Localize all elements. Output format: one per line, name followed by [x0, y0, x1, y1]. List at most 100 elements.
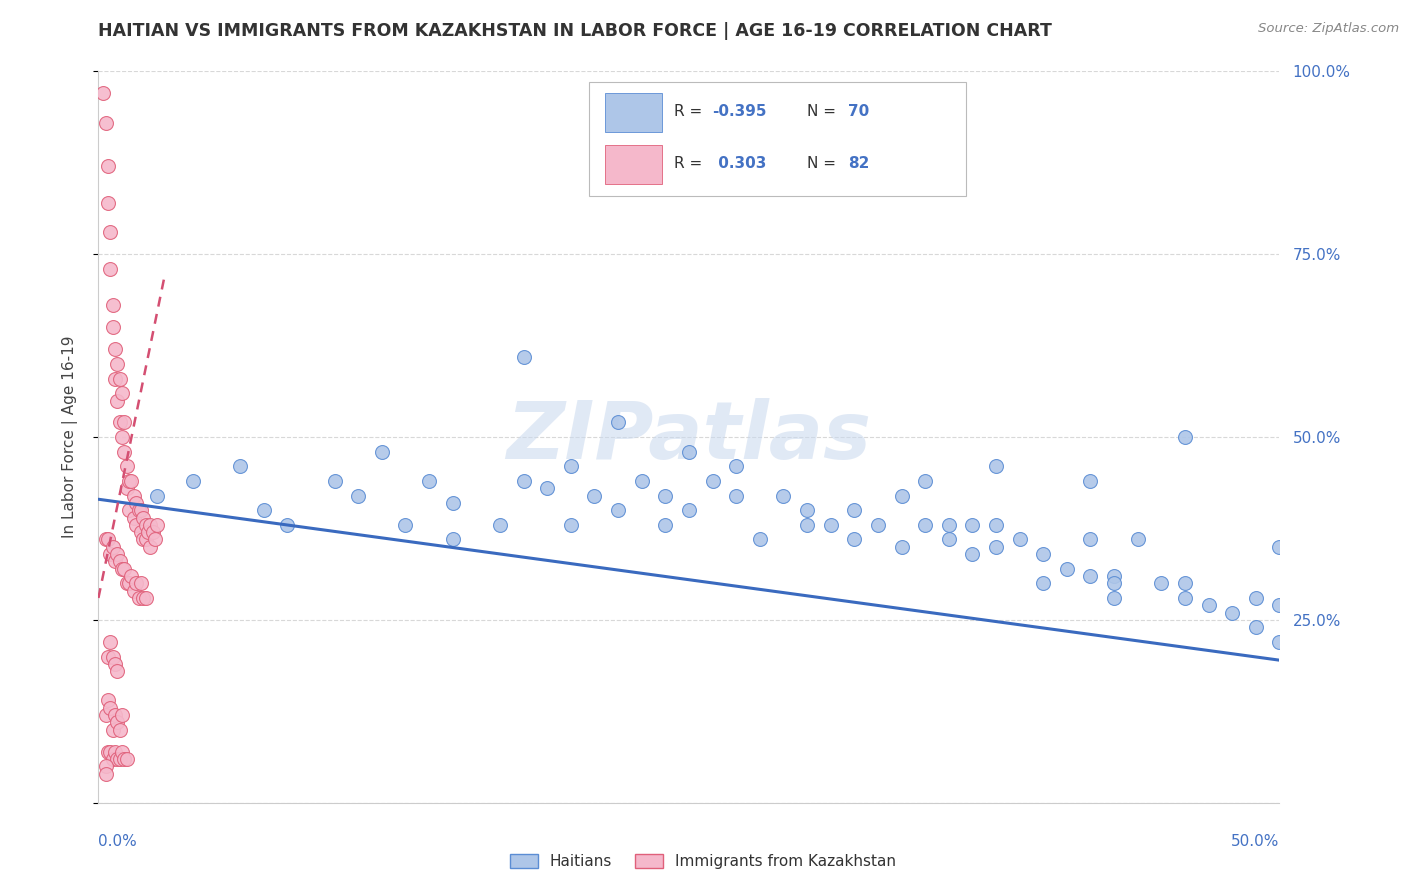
Point: [536, 481, 558, 495]
Point: [128, 591, 150, 605]
Point: [181, 474, 204, 488]
Point: [97, 693, 120, 707]
Point: [678, 444, 700, 458]
Point: [125, 517, 148, 532]
Legend: Haitians, Immigrants from Kazakhstan: Haitians, Immigrants from Kazakhstan: [503, 848, 903, 875]
Point: [418, 474, 440, 488]
Point: [105, 357, 128, 371]
Point: [97, 745, 120, 759]
Point: [115, 481, 138, 495]
Point: [1150, 576, 1173, 591]
Point: [489, 517, 512, 532]
Point: [104, 554, 127, 568]
Point: [97, 649, 120, 664]
Point: [101, 540, 124, 554]
Point: [1032, 547, 1054, 561]
Point: [132, 510, 155, 524]
Point: [1244, 591, 1267, 605]
Point: [1174, 576, 1197, 591]
Point: [1056, 562, 1078, 576]
Point: [607, 503, 630, 517]
Point: [108, 554, 131, 568]
Text: 82: 82: [848, 156, 870, 171]
Point: [132, 533, 155, 547]
Point: [1080, 569, 1102, 583]
Point: [394, 517, 416, 532]
Point: [129, 576, 152, 591]
Point: [121, 474, 143, 488]
Point: [94, 115, 117, 129]
Point: [108, 752, 131, 766]
FancyBboxPatch shape: [589, 82, 966, 195]
Point: [844, 533, 866, 547]
Point: [844, 503, 866, 517]
Point: [984, 517, 1007, 532]
Point: [820, 517, 842, 532]
Point: [97, 160, 120, 174]
Point: [122, 510, 145, 524]
Point: [98, 745, 121, 759]
Point: [654, 517, 676, 532]
Point: [512, 350, 534, 364]
Point: [105, 664, 128, 678]
Point: [866, 517, 889, 532]
Point: [796, 503, 818, 517]
Point: [1080, 474, 1102, 488]
Point: [105, 547, 128, 561]
Point: [146, 489, 169, 503]
Point: [142, 525, 165, 540]
Point: [748, 533, 770, 547]
Point: [94, 759, 117, 773]
Point: [108, 723, 131, 737]
Point: [1174, 591, 1197, 605]
Point: [115, 459, 138, 474]
Point: [112, 562, 135, 576]
Point: [125, 496, 148, 510]
Point: [938, 533, 960, 547]
Point: [441, 533, 464, 547]
Text: -0.395: -0.395: [713, 104, 768, 120]
Point: [132, 591, 155, 605]
Point: [441, 496, 464, 510]
Point: [135, 533, 157, 547]
Point: [890, 540, 912, 554]
Point: [112, 416, 135, 430]
Point: [229, 459, 252, 474]
Point: [125, 576, 148, 591]
Point: [560, 459, 582, 474]
Point: [1244, 620, 1267, 634]
Point: [111, 745, 134, 759]
Point: [984, 459, 1007, 474]
Point: [1008, 533, 1031, 547]
Bar: [605, 145, 662, 185]
Point: [962, 547, 984, 561]
Point: [112, 444, 135, 458]
Point: [371, 444, 394, 458]
Point: [135, 591, 157, 605]
Point: [118, 503, 141, 517]
Point: [1268, 635, 1291, 649]
Point: [678, 503, 700, 517]
Text: N =: N =: [807, 104, 841, 120]
Point: [938, 517, 960, 532]
Point: [1198, 599, 1220, 613]
Point: [98, 547, 121, 561]
Y-axis label: In Labor Force | Age 16-19: In Labor Force | Age 16-19: [62, 335, 77, 539]
Point: [560, 517, 582, 532]
Point: [115, 576, 138, 591]
Point: [253, 503, 276, 517]
Point: [725, 489, 748, 503]
Point: [105, 752, 128, 766]
Point: [98, 261, 121, 276]
Point: [118, 576, 141, 591]
Point: [111, 562, 134, 576]
Point: [101, 649, 124, 664]
Point: [654, 489, 676, 503]
Point: [104, 708, 127, 723]
Point: [1032, 576, 1054, 591]
Point: [1126, 533, 1149, 547]
Text: Source: ZipAtlas.com: Source: ZipAtlas.com: [1258, 22, 1399, 36]
Point: [128, 503, 150, 517]
Point: [91, 87, 114, 101]
Point: [1080, 533, 1102, 547]
